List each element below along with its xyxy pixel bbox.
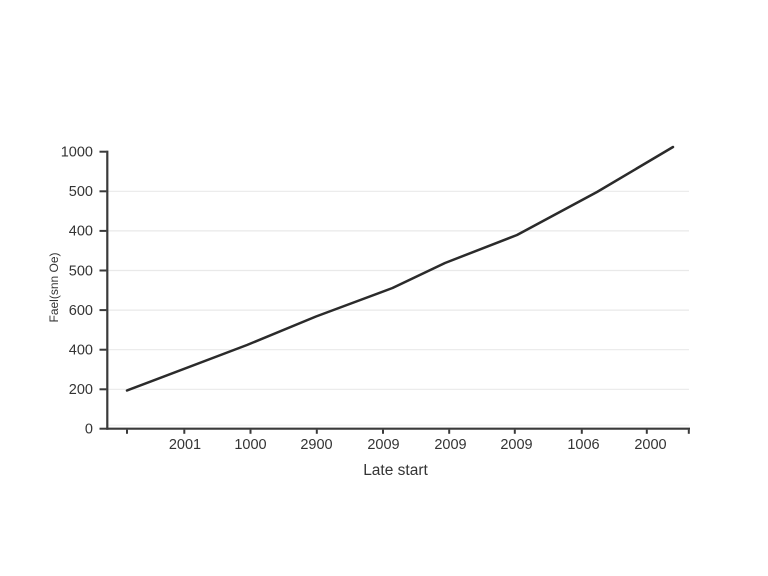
svg-text:400: 400 [69,224,93,240]
svg-text:Fael(snn Oe): Fael(snn Oe) [47,252,61,322]
svg-text:400: 400 [69,343,93,359]
svg-text:600: 600 [69,303,93,319]
svg-text:1006: 1006 [567,437,599,453]
svg-text:2000: 2000 [634,437,666,453]
svg-text:500: 500 [69,184,93,200]
svg-text:1000: 1000 [61,145,93,161]
svg-text:2009: 2009 [500,437,532,453]
svg-text:500: 500 [69,263,93,279]
svg-text:200: 200 [69,382,93,398]
svg-text:2009: 2009 [367,437,399,453]
svg-text:Late start: Late start [363,462,428,479]
svg-text:1000: 1000 [234,437,266,453]
svg-text:2001: 2001 [169,437,201,453]
svg-text:2009: 2009 [434,437,466,453]
svg-text:0: 0 [85,422,93,438]
svg-text:2900: 2900 [300,437,332,453]
